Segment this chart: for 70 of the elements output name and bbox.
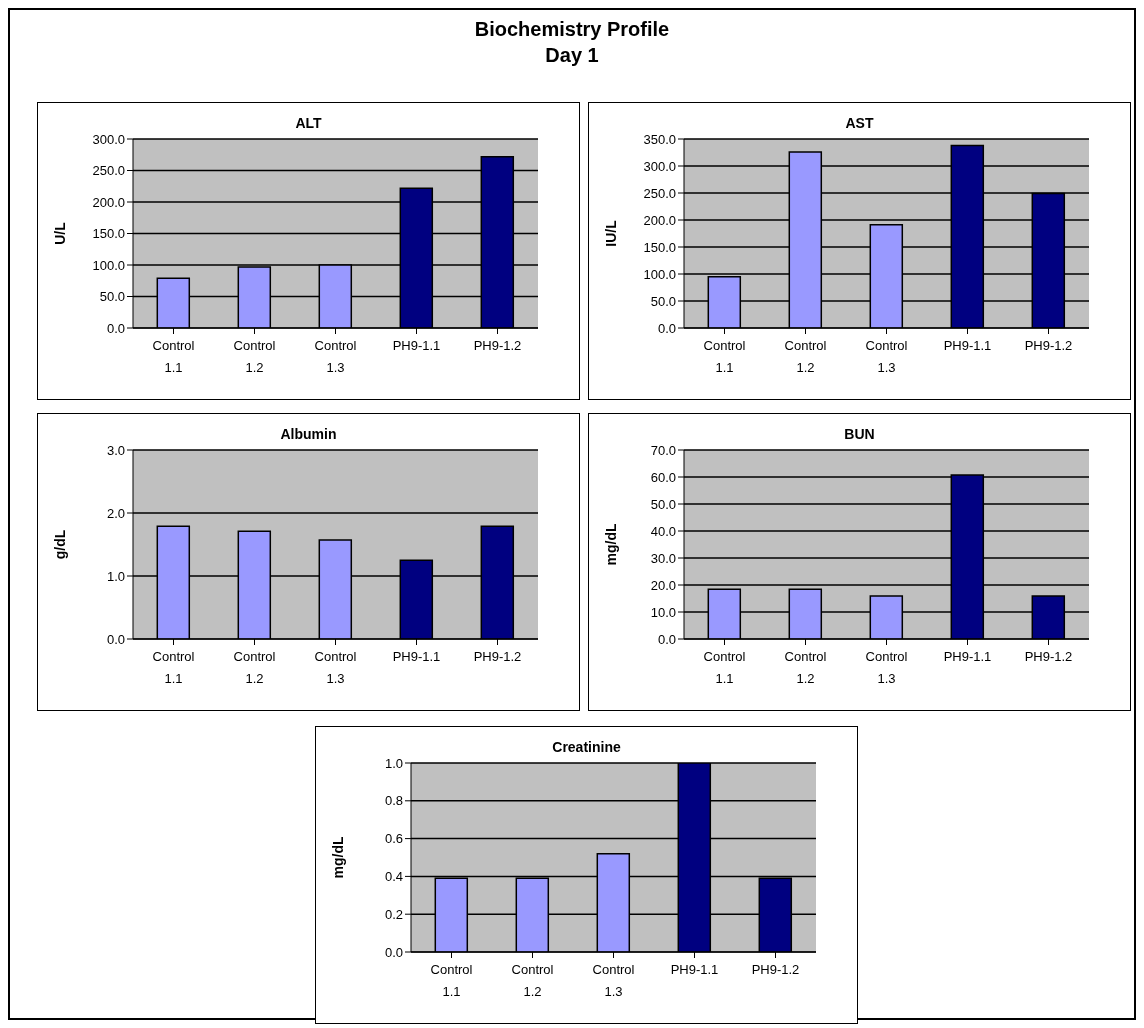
x-tick-label: PH9-1.2 [751,962,800,977]
y-tick-label: 10.0 [650,604,676,620]
y-tick-label: 20.0 [650,577,676,593]
y-tick-label: 50.0 [650,293,676,309]
x-tick-label: Control 1.2 [233,338,276,375]
y-tick-label: 0.0 [106,631,125,647]
y-tick-label: 30.0 [650,550,676,566]
y-tick-label: 300.0 [92,131,125,147]
x-tick-label: PH9-1.1 [392,338,441,353]
y-tick-label: 0.2 [384,906,403,922]
x-tick-label: Control 1.1 [152,649,195,686]
y-tick-label: 150.0 [643,239,676,255]
x-tick-label: Control 1.3 [865,338,908,375]
x-tick-label: Control 1.2 [511,962,554,999]
y-tick-label: 100.0 [643,266,676,282]
chart-title: AST [844,115,875,131]
x-tick-label: PH9-1.2 [1024,338,1073,353]
y-tick-label: 50.0 [650,496,676,512]
y-tick-label: 40.0 [650,523,676,539]
x-tick-label: PH9-1.1 [943,649,992,664]
y-tick-label: 250.0 [643,185,676,201]
y-tick-label: 1.0 [384,755,403,771]
y-tick-label: 0.0 [657,320,676,336]
x-tick-label: Control 1.2 [233,649,276,686]
x-tick-label: Control 1.2 [784,649,827,686]
y-tick-label: 150.0 [92,226,125,242]
y-tick-label: 0.0 [384,944,403,960]
y-axis-title: mg/dL [329,836,346,879]
x-tick-label: PH9-1.1 [670,962,719,977]
y-axis-title: g/dL [51,529,68,560]
x-tick-label: PH9-1.1 [392,649,441,664]
y-tick-label: 60.0 [650,469,676,485]
x-tick-label: PH9-1.1 [943,338,992,353]
x-tick-label: Control 1.3 [592,962,635,999]
y-axis-title: U/L [51,221,68,245]
text: Biochemistry Profile [473,17,671,42]
y-axis-title: mg/dL [602,523,619,566]
x-tick-label: Control 1.1 [703,649,746,686]
y-axis-title: IU/L [602,219,619,247]
chart-title: Creatinine [551,739,622,755]
x-tick-label: Control 1.3 [865,649,908,686]
y-tick-label: 350.0 [643,131,676,147]
y-tick-label: 2.0 [106,505,125,521]
y-tick-label: 200.0 [643,212,676,228]
x-tick-label: Control 1.1 [703,338,746,375]
x-tick-label: PH9-1.2 [473,649,522,664]
y-tick-label: 0.0 [106,320,125,336]
y-tick-label: 50.0 [99,289,125,305]
y-tick-label: 0.6 [384,831,403,847]
y-tick-label: 300.0 [643,158,676,174]
x-tick-label: PH9-1.2 [1024,649,1073,664]
y-tick-label: 250.0 [92,163,125,179]
x-tick-label: Control 1.2 [784,338,827,375]
chart-title: ALT [294,115,323,131]
y-tick-label: 0.0 [657,631,676,647]
y-tick-label: 70.0 [650,442,676,458]
y-tick-label: 0.8 [384,793,403,809]
chart-title: BUN [843,426,876,442]
y-tick-label: 200.0 [92,194,125,210]
y-tick-label: 3.0 [106,442,125,458]
x-tick-label: Control 1.1 [430,962,473,999]
text: Day 1 [544,43,600,68]
y-tick-label: 1.0 [106,568,125,584]
x-tick-label: Control 1.3 [314,649,357,686]
x-tick-label: Control 1.1 [152,338,195,375]
x-tick-label: Control 1.3 [314,338,357,375]
x-tick-label: PH9-1.2 [473,338,522,353]
y-tick-label: 0.4 [384,869,403,885]
chart-title: Albumin [279,426,338,442]
y-tick-label: 100.0 [92,257,125,273]
